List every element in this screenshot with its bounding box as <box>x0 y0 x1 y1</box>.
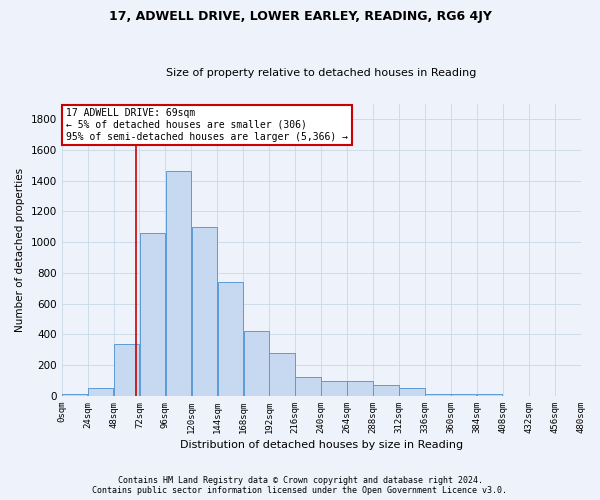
Bar <box>62 394 88 396</box>
Bar <box>88 388 113 396</box>
Title: Size of property relative to detached houses in Reading: Size of property relative to detached ho… <box>166 68 476 78</box>
X-axis label: Distribution of detached houses by size in Reading: Distribution of detached houses by size … <box>179 440 463 450</box>
Bar <box>477 394 502 396</box>
Bar <box>322 380 347 396</box>
Bar <box>166 172 191 396</box>
Bar <box>244 332 269 396</box>
Bar <box>295 378 321 396</box>
Bar <box>218 282 243 396</box>
Bar <box>451 394 476 396</box>
Text: Contains HM Land Registry data © Crown copyright and database right 2024.
Contai: Contains HM Land Registry data © Crown c… <box>92 476 508 495</box>
Bar <box>191 227 217 396</box>
Bar <box>269 353 295 396</box>
Bar <box>399 388 425 396</box>
Text: 17, ADWELL DRIVE, LOWER EARLEY, READING, RG6 4JY: 17, ADWELL DRIVE, LOWER EARLEY, READING,… <box>109 10 491 23</box>
Bar <box>140 233 165 396</box>
Y-axis label: Number of detached properties: Number of detached properties <box>15 168 25 332</box>
Bar <box>114 344 139 396</box>
Text: 17 ADWELL DRIVE: 69sqm
← 5% of detached houses are smaller (306)
95% of semi-det: 17 ADWELL DRIVE: 69sqm ← 5% of detached … <box>66 108 348 142</box>
Bar <box>373 385 398 396</box>
Bar <box>425 394 451 396</box>
Bar <box>347 380 373 396</box>
